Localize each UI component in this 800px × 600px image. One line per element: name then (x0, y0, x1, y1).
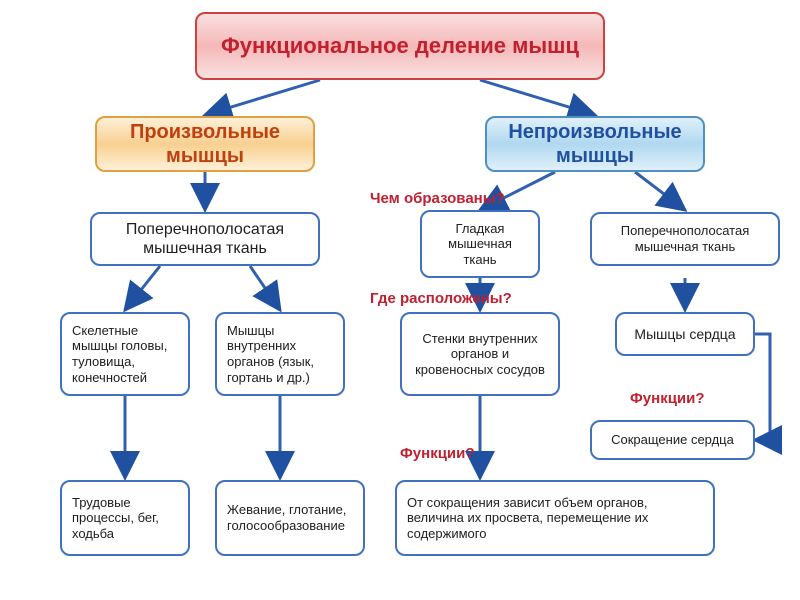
title-box: Функциональное деление мышц (195, 12, 605, 80)
fn3-box: От сокращения зависит объем органов, вел… (395, 480, 715, 556)
loc3-box: Стенки внутренних органов и кровеносных … (400, 312, 560, 396)
loc1-text: Скелетные мышцы головы, туловища, конечн… (72, 323, 178, 385)
fn1-box: Трудовые процессы, бег, ходьба (60, 480, 190, 556)
loc2-box: Мышцы внутренних органов (язык, гортань … (215, 312, 345, 396)
voluntary-label: Произвольные мышцы (107, 120, 303, 168)
tissue1-text: Поперечнополосатая мышечная ткань (102, 220, 308, 258)
fn2-text: Жевание, глотание, голосообразование (227, 502, 353, 533)
tissue2-box: Гладкая мышечная ткань (420, 210, 540, 278)
involuntary-label: Непроизвольные мышцы (497, 120, 693, 168)
fn4-box: Сокращение сердца (590, 420, 755, 460)
label-func2: Функции? (630, 390, 705, 407)
tissue2-text: Гладкая мышечная ткань (432, 221, 528, 268)
loc1-box: Скелетные мышцы головы, туловища, конечн… (60, 312, 190, 396)
loc4-box: Мышцы сердца (615, 312, 755, 356)
loc2-text: Мышцы внутренних органов (язык, гортань … (227, 323, 333, 385)
fn1-text: Трудовые процессы, бег, ходьба (72, 495, 178, 542)
tissue1-box: Поперечнополосатая мышечная ткань (90, 212, 320, 266)
label-where: Где расположены? (370, 290, 512, 307)
involuntary-box: Непроизвольные мышцы (485, 116, 705, 172)
loc4-text: Мышцы сердца (634, 326, 735, 343)
loc3-text: Стенки внутренних органов и кровеносных … (412, 331, 548, 378)
fn4-text: Сокращение сердца (611, 432, 734, 448)
voluntary-box: Произвольные мышцы (95, 116, 315, 172)
fn3-text: От сокращения зависит объем органов, вел… (407, 495, 703, 542)
title-text: Функциональное деление мышц (221, 33, 579, 59)
fn2-box: Жевание, глотание, голосообразование (215, 480, 365, 556)
label-func: Функции? (400, 445, 475, 462)
label-formed: Чем образованы? (370, 190, 505, 207)
tissue3-text: Поперечнополосатая мышечная ткань (602, 223, 768, 254)
tissue3-box: Поперечнополосатая мышечная ткань (590, 212, 780, 266)
